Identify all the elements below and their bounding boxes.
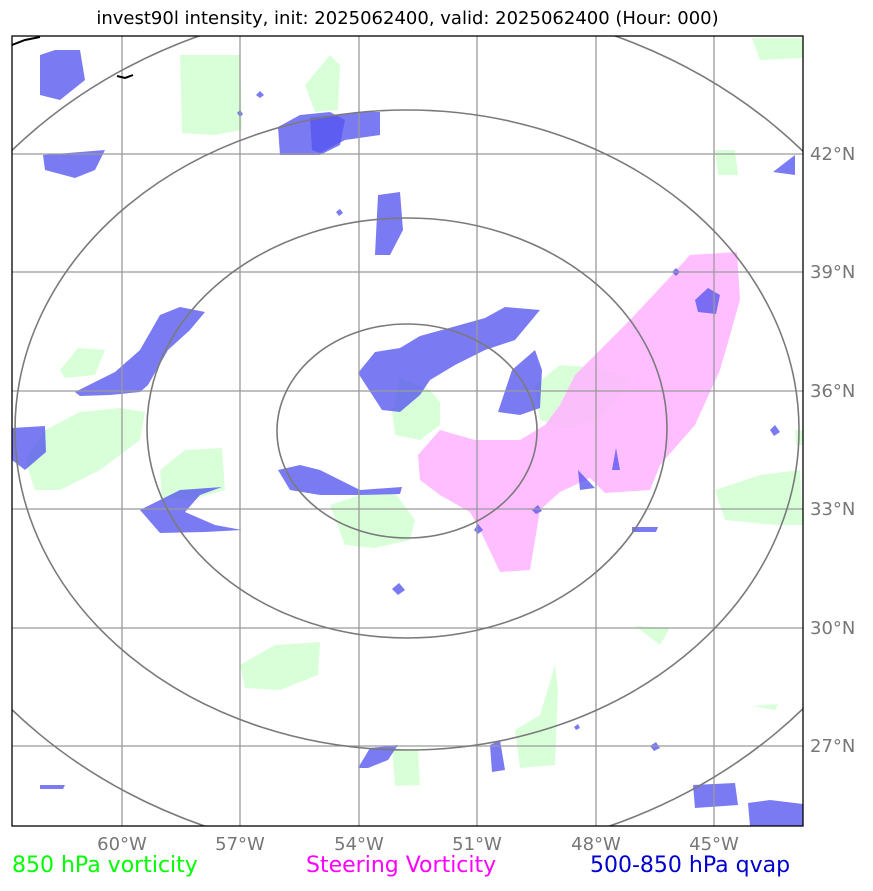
lat-label: 36°N xyxy=(810,381,855,402)
range-ring-2 xyxy=(146,217,668,639)
lat-labels: 42°N 39°N 36°N 33°N 30°N 27°N xyxy=(810,144,855,757)
graticule xyxy=(12,36,803,826)
qvap-layer xyxy=(12,50,803,826)
coastline xyxy=(12,36,134,80)
lat-label: 30°N xyxy=(810,618,855,639)
map-title: invest90l intensity, init: 2025062400, v… xyxy=(96,8,719,29)
lon-labels: 60°W 57°W 54°W 51°W 48°W 45°W xyxy=(97,834,739,855)
lat-label: 39°N xyxy=(810,262,855,283)
lat-label: 42°N xyxy=(810,144,855,165)
map-frame xyxy=(11,35,804,827)
lon-label: 51°W xyxy=(452,834,502,855)
lon-label: 48°W xyxy=(571,834,621,855)
legend-qvap: 500-850 hPa qvap xyxy=(590,853,791,878)
legend-steering-vorticity: Steering Vorticity xyxy=(306,853,497,878)
lat-label: 33°N xyxy=(810,499,855,520)
lon-label: 57°W xyxy=(215,834,265,855)
lon-label: 54°W xyxy=(334,834,384,855)
range-rings xyxy=(12,36,803,826)
legend-850-vorticity: 850 hPa vorticity xyxy=(12,853,198,878)
lon-label: 60°W xyxy=(97,834,147,855)
lon-label: 45°W xyxy=(689,834,739,855)
range-ring-1 xyxy=(276,323,538,539)
steering-vorticity-layer xyxy=(418,252,740,572)
range-ring-3 xyxy=(14,109,800,751)
lat-label: 27°N xyxy=(810,736,855,757)
